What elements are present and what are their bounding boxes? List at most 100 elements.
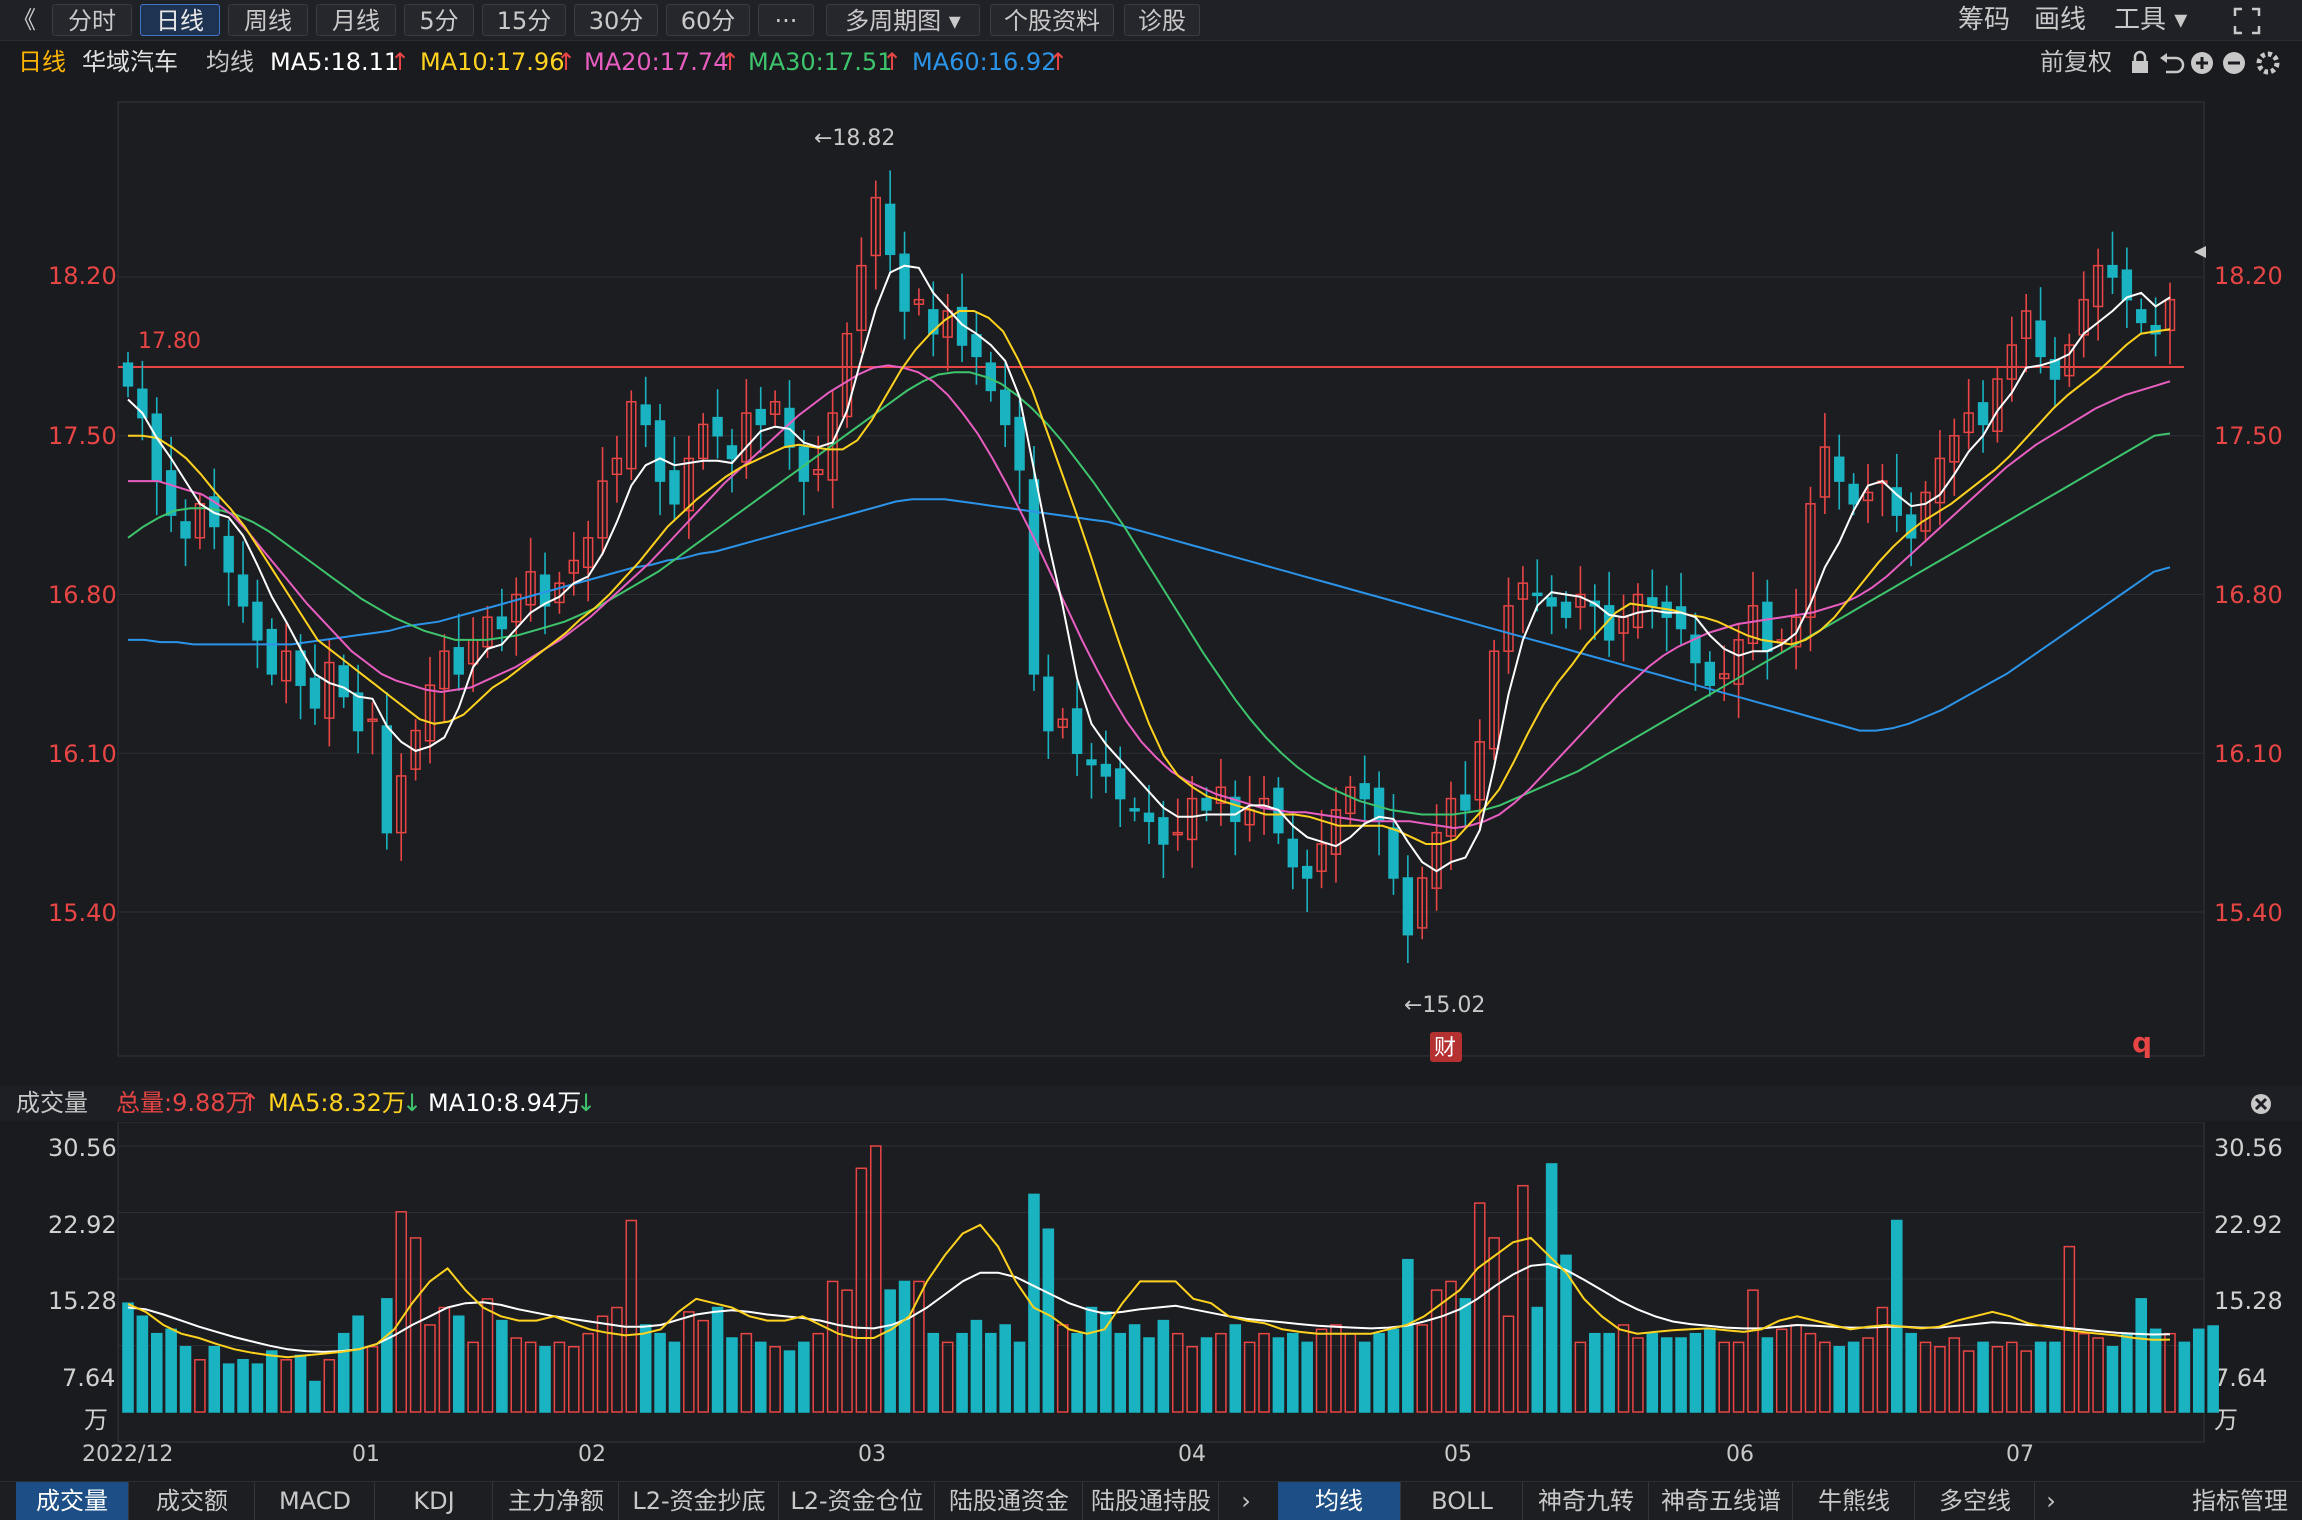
tab-hk-connect-holdings[interactable]: 陆股通持股 [1084, 1482, 1219, 1520]
stock-profile-button[interactable]: 个股资料 [990, 4, 1114, 36]
volume-bar-up [1632, 1337, 1644, 1413]
tab-macd[interactable]: MACD [256, 1482, 375, 1520]
volume-bar-down [1531, 1306, 1544, 1413]
volume-bar-up [2077, 1332, 2090, 1413]
multi-period-dropdown[interactable]: 多周期图 ▾ [826, 4, 980, 36]
candle-down [2136, 309, 2147, 324]
volume-bar-down [1603, 1332, 1615, 1413]
volume-bar-up [1430, 1289, 1443, 1413]
tab-turnover[interactable]: 成交额 [130, 1482, 255, 1520]
candle-up [827, 412, 838, 481]
finance-badge[interactable] [1430, 1032, 1462, 1062]
volume-bar-down [898, 1280, 911, 1413]
ma10-up-arrow-icon: ↑ [556, 48, 577, 76]
tools-dropdown[interactable]: 工具 ▾ [2114, 5, 2188, 35]
candle-up [813, 469, 824, 476]
diagnose-button[interactable]: 诊股 [1124, 4, 1200, 36]
tab-daily[interactable]: 日线 [140, 4, 220, 36]
candle-up [1733, 639, 1744, 685]
tab-volume[interactable]: 成交量 [16, 1482, 129, 1520]
undo-icon[interactable] [2160, 53, 2185, 74]
chips-button[interactable]: 筹码 [1958, 5, 2011, 35]
tab-weekly[interactable]: 周线 [228, 4, 308, 36]
indicator-manager-button[interactable]: 指标管理 [2192, 1487, 2288, 1515]
volume-bar-down [798, 1341, 810, 1413]
candle-up [396, 775, 407, 834]
tab-fenshi[interactable]: 分时 [52, 4, 132, 36]
price-chart[interactable]: 18.20 17.50 16.80 16.10 15.40 18.20 17.5… [0, 90, 2302, 1075]
tab-main-net[interactable]: 主力净额 [494, 1482, 619, 1520]
candle-up [1575, 593, 1586, 608]
candle-down [971, 334, 982, 358]
chevron-right-icon[interactable]: › [2046, 1487, 2056, 1515]
volume-bar-up [1258, 1332, 1270, 1413]
candle-up [1186, 797, 1198, 841]
date-tick: 05 [1444, 1442, 1472, 1467]
tab-ma[interactable]: 均线 [1278, 1482, 1401, 1520]
volume-bar-up [1502, 1315, 1515, 1413]
volume-bar-down [1675, 1337, 1687, 1413]
tab-boll[interactable]: BOLL [1402, 1482, 1523, 1520]
tab-magic-nine[interactable]: 神奇九转 [1524, 1482, 1649, 1520]
more-icon[interactable]: ··· [758, 4, 814, 36]
ma20-value: MA20:17.74 [584, 48, 729, 76]
tab-l2-position[interactable]: L2-资金仓位 [780, 1482, 935, 1520]
tab-monthly[interactable]: 月线 [316, 4, 396, 36]
candle-down [1143, 812, 1155, 823]
volume-bar-down [1085, 1306, 1098, 1413]
price-tick-right: 16.80 [2214, 581, 2283, 609]
candle-up [1747, 605, 1759, 645]
zoom-in-icon[interactable] [2191, 52, 2213, 74]
tab-magic-five[interactable]: 神奇五线谱 [1650, 1482, 1793, 1520]
candle-down [2049, 359, 2061, 380]
price-tick-right: 16.10 [2214, 740, 2283, 768]
tab-l2-bottom[interactable]: L2-资金抄底 [620, 1482, 779, 1520]
volume-bar-down [2121, 1332, 2133, 1413]
ma-label[interactable]: 均线 [206, 48, 254, 76]
settings-icon[interactable] [2256, 51, 2280, 75]
collapse-icon[interactable]: 《 [12, 6, 36, 34]
tab-5min[interactable]: 5分 [404, 4, 474, 36]
volume-bar-up [596, 1315, 609, 1413]
volume-bar-down [496, 1319, 508, 1413]
candle-up [1445, 797, 1457, 837]
candle-down [1603, 605, 1615, 641]
tab-kdj[interactable]: KDJ [376, 1482, 493, 1520]
volume-bar-down [1071, 1332, 1083, 1413]
volume-bar-down [165, 1328, 177, 1413]
tab-hk-connect-funds[interactable]: 陆股通资金 [936, 1482, 1083, 1520]
q-badge[interactable]: q [2132, 1026, 2152, 1059]
volume-chart[interactable]: 30.56 22.92 15.28 7.64 万 30.56 22.92 15.… [0, 1122, 2302, 1467]
candle-down [1647, 597, 1658, 607]
volume-bar-up [1718, 1341, 1730, 1413]
candle-up [1258, 797, 1270, 808]
ma5-line [127, 264, 2171, 873]
tab-long-short[interactable]: 多空线 [1916, 1482, 2035, 1520]
price-tick-right: 15.40 [2214, 899, 2283, 927]
lock-icon[interactable] [2132, 50, 2148, 73]
candle-down [1546, 597, 1557, 607]
candle-down [1891, 487, 1902, 516]
tab-bull-bear[interactable]: 牛熊线 [1794, 1482, 1915, 1520]
tab-60min[interactable]: 60分 [666, 4, 750, 36]
chevron-right-icon[interactable]: › [1241, 1487, 1251, 1515]
chart-controls [2132, 50, 2280, 75]
close-icon[interactable] [2250, 1093, 2272, 1115]
tab-30min[interactable]: 30分 [574, 4, 658, 36]
expand-icon[interactable] [2232, 6, 2262, 36]
volume-bar-up [826, 1280, 839, 1413]
high-price-label: ←18.82 [814, 126, 895, 151]
zoom-out-icon[interactable] [2223, 52, 2245, 74]
volume-bar-down [1229, 1324, 1242, 1413]
draw-button[interactable]: 画线 [2034, 5, 2087, 35]
tab-15min[interactable]: 15分 [482, 4, 566, 36]
candle-up [1503, 605, 1514, 652]
candle-up [582, 537, 594, 569]
adjust-mode[interactable]: 前复权 [2040, 48, 2112, 76]
volume-bar-down [150, 1332, 163, 1413]
volume-bar-down [754, 1341, 767, 1413]
ma10-value: MA10:17.96 [420, 48, 565, 76]
candle-down [1402, 877, 1414, 936]
candle-down [2107, 264, 2118, 278]
candle-down [165, 470, 177, 516]
